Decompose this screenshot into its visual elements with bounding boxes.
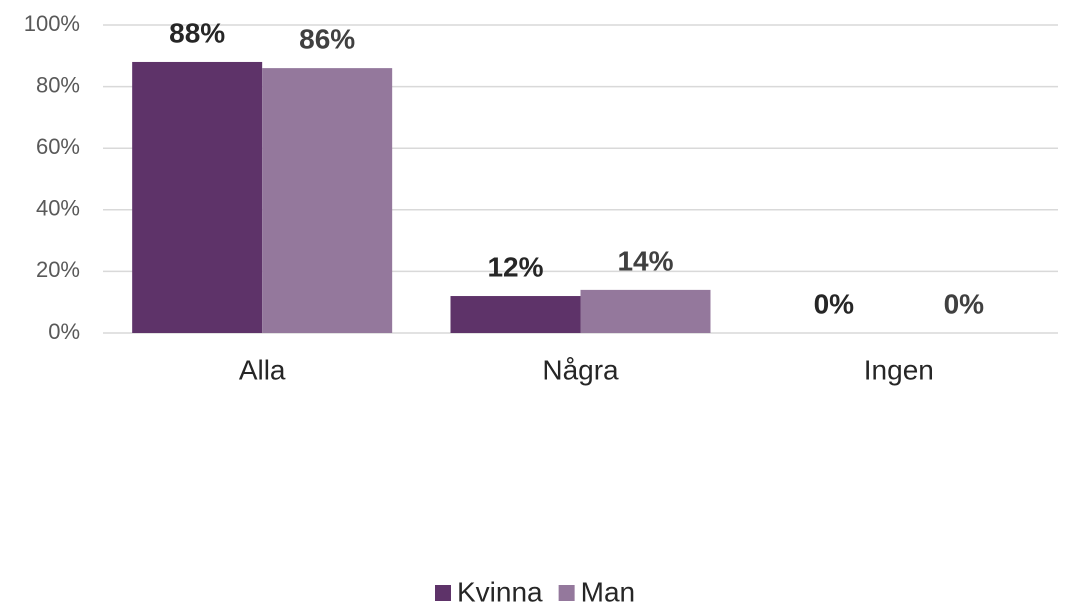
value-label: 0% — [814, 288, 855, 319]
x-tick-label: Alla — [239, 354, 286, 385]
bar — [450, 296, 581, 333]
x-tick-label: Några — [542, 354, 619, 385]
value-label: 86% — [299, 24, 355, 55]
y-tick-label: 20% — [36, 257, 80, 282]
bar — [132, 61, 263, 334]
y-tick-label: 60% — [36, 134, 80, 159]
bar — [580, 289, 711, 333]
y-tick-label: 100% — [24, 11, 80, 36]
legend-label: Kvinna — [457, 576, 543, 605]
value-label: 0% — [944, 288, 985, 319]
value-label: 14% — [617, 245, 673, 276]
bar — [262, 68, 393, 334]
x-tick-label: Ingen — [864, 354, 934, 385]
legend-swatch — [435, 585, 451, 601]
legend-label: Man — [581, 576, 635, 605]
legend-swatch — [558, 585, 575, 601]
value-label: 12% — [487, 251, 543, 282]
y-tick-label: 0% — [48, 319, 80, 344]
y-tick-label: 40% — [36, 196, 80, 221]
value-label: 88% — [169, 17, 225, 48]
y-tick-label: 80% — [36, 72, 80, 97]
